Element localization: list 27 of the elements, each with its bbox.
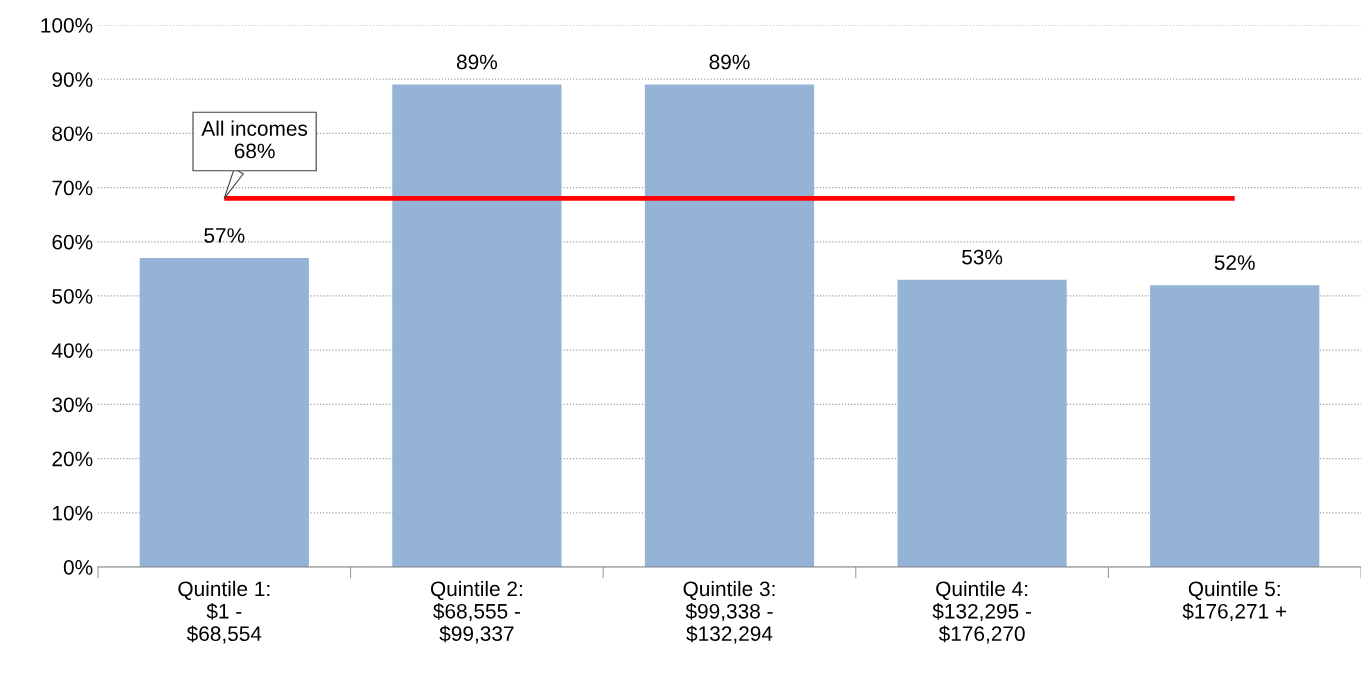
- y-tick-label: 30%: [52, 397, 93, 413]
- ref-line-label: All incomes 68%: [201, 120, 308, 159]
- x-tick-label: Quintile 4: $132,295 - $176,270: [932, 580, 1031, 644]
- y-tick-label: 20%: [52, 451, 93, 467]
- bar: [1150, 285, 1320, 567]
- bar: [644, 84, 815, 567]
- bar: [139, 258, 309, 567]
- data-label: 57%: [204, 228, 245, 243]
- bar: [392, 84, 562, 567]
- y-tick-label: 10%: [53, 505, 93, 521]
- y-tick-label: 50%: [52, 288, 93, 304]
- y-tick-label: 100%: [41, 17, 93, 33]
- y-tick-label: 90%: [52, 72, 93, 87]
- x-tick-label: Quintile 1: $1 - $68,554: [178, 580, 270, 644]
- y-tick-label: 80%: [52, 126, 93, 142]
- x-tick-label: Quintile 3: $99,338 - $132,294: [683, 580, 775, 644]
- data-label: 89%: [709, 54, 750, 70]
- data-label: 52%: [1214, 255, 1255, 270]
- data-label: 53%: [962, 249, 1003, 265]
- x-tick-label: Quintile 2: $68,555 - $99,337: [430, 580, 522, 644]
- data-label: 89%: [456, 54, 497, 70]
- y-tick-label: 70%: [52, 180, 93, 196]
- x-tick-label: Quintile 5: $176,271 +: [1182, 580, 1287, 622]
- y-tick-label: 60%: [52, 234, 93, 250]
- bar: [897, 279, 1067, 567]
- y-tick-label: 40%: [51, 343, 93, 358]
- y-tick-label: 0%: [63, 560, 93, 575]
